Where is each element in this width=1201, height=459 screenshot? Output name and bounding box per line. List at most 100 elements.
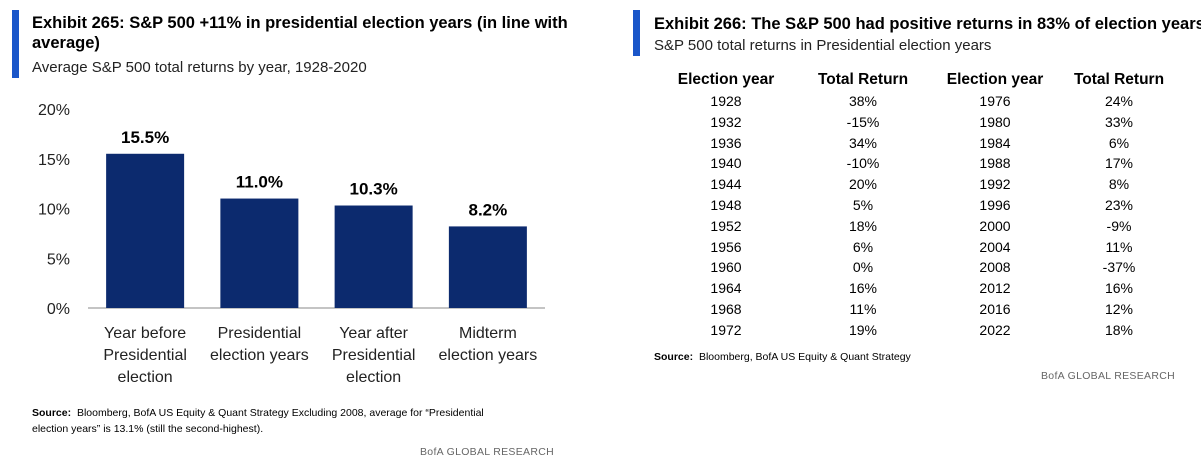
table-row: 1944 20% 1992 8%: [658, 174, 1180, 195]
x-category-label: election: [346, 369, 401, 386]
total-return-cell: 11%: [1105, 238, 1133, 255]
total-return-cell: 23%: [1104, 196, 1134, 213]
table-title: Exhibit 266: The S&P 500 had positive re…: [654, 15, 1201, 33]
total-return-cell: 18%: [1104, 321, 1134, 338]
y-tick-label: 15%: [38, 152, 70, 169]
header-total-return-2: Total Return: [1073, 71, 1165, 88]
y-tick-label: 10%: [38, 202, 70, 219]
header-total-return-1: Total Return: [817, 71, 909, 88]
election-year-cell: 1976: [979, 93, 1011, 109]
table-row: 1968 11% 2016 12%: [658, 299, 1180, 320]
total-return-cell: 33%: [1104, 113, 1134, 130]
election-year-cell: 1928: [710, 93, 742, 109]
election-year-cell: 1936: [710, 134, 742, 151]
table-row: 1972 19% 2022 18%: [658, 320, 1180, 341]
y-tick-label: 0%: [47, 301, 70, 318]
election-year-cell: 2012: [979, 280, 1011, 297]
brand-label: BofA GLOBAL RESEARCH: [420, 446, 554, 458]
table-row: 1928 38% 1976 24%: [658, 91, 1180, 112]
election-year-cell: 1988: [979, 155, 1011, 172]
election-year-cell: 1940: [710, 155, 742, 172]
election-year-cell: 1956: [710, 238, 742, 255]
table-header-row: Election year Total Return Election year…: [658, 71, 1180, 91]
total-return-cell: 20%: [848, 176, 878, 193]
source-text-line2: election years” is 13.1% (still the seco…: [32, 423, 264, 435]
total-return-cell: -10%: [846, 155, 880, 172]
election-year-cell: 2000: [979, 217, 1011, 234]
source-label: Source:: [32, 407, 72, 419]
total-return-cell: 16%: [1104, 280, 1134, 297]
table-row: 1948 5% 1996 23%: [658, 195, 1180, 216]
x-category-label: election years: [210, 347, 309, 364]
election-year-cell: 2004: [979, 238, 1011, 255]
total-return-cell: -37%: [1102, 259, 1136, 276]
election-year-cell: 1980: [979, 113, 1011, 130]
source-label: Source:: [654, 351, 694, 363]
election-year-cell: 1964: [710, 280, 742, 297]
table-row: 1940 -10% 1988 17%: [658, 153, 1180, 174]
election-year-cell: 2022: [979, 321, 1011, 338]
bar: [106, 153, 185, 308]
total-return-cell: 6%: [1108, 134, 1130, 151]
bar-value-label: 8.2%: [469, 200, 508, 219]
total-return-cell: -9%: [1106, 217, 1132, 234]
election-year-cell: 1968: [710, 300, 742, 317]
total-return-cell: 17%: [1104, 155, 1134, 172]
source-text: Bloomberg, BofA US Equity & Quant Strate…: [698, 351, 911, 363]
x-category-label: election years: [439, 347, 538, 364]
chart-subtitle: Average S&P 500 total returns by year, 1…: [32, 59, 367, 76]
election-year-cell: 1944: [710, 176, 742, 193]
total-return-cell: 24%: [1104, 93, 1134, 109]
total-return-cell: 8%: [1108, 176, 1130, 193]
table-row: 1952 18% 2000 -9%: [658, 216, 1180, 237]
bar: [448, 226, 527, 308]
total-return-cell: 16%: [848, 280, 878, 297]
total-return-cell: 34%: [848, 134, 878, 151]
election-year-cell: 1952: [710, 217, 742, 234]
total-return-cell: 6%: [852, 238, 874, 255]
x-category-label: Presidential: [332, 347, 416, 364]
table-source: Source: Bloomberg, BofA US Equity & Quan…: [654, 349, 911, 365]
bar-chart: 0% 5% 10% 15% 20% 15.5% Year before Presidentia…: [38, 102, 545, 386]
table-row: 1936 34% 1984 6%: [658, 133, 1180, 154]
x-category-label: Year before: [104, 325, 186, 342]
table-body: 1928 38% 1976 24% 1932 -15% 1980 33% 1936 34% 1984…: [658, 91, 1180, 341]
election-year-cell: 1992: [979, 176, 1011, 193]
source-text-line1: Bloomberg, BofA US Equity & Quant Strate…: [76, 407, 484, 419]
title-accent-bar: [12, 10, 19, 78]
header-election-year-2: Election year: [946, 71, 1044, 88]
bar: [220, 198, 299, 308]
total-return-cell: 5%: [852, 196, 874, 213]
total-return-cell: 12%: [1104, 300, 1134, 317]
election-year-cell: 1984: [979, 134, 1011, 151]
bar-value-label: 15.5%: [121, 128, 169, 147]
table-row: 1964 16% 2012 16%: [658, 278, 1180, 299]
table-subtitle: S&P 500 total returns in Presidential el…: [654, 37, 992, 54]
chart-source: Source: Bloomberg, BofA US Equity & Quan…: [32, 405, 484, 437]
x-category-label: Presidential: [103, 347, 187, 364]
title-accent-bar: [633, 10, 640, 56]
bar: [334, 205, 413, 308]
table-row: 1960 0% 2008 -37%: [658, 257, 1180, 278]
election-year-cell: 2016: [979, 300, 1011, 317]
bar-value-label: 10.3%: [350, 180, 398, 199]
total-return-cell: 19%: [848, 321, 878, 338]
chart-title-line2: average): [32, 34, 100, 52]
election-year-cell: 1948: [710, 196, 742, 213]
total-return-cell: 0%: [852, 259, 874, 276]
chart-title-line1: Exhibit 265: S&P 500 +11% in presidentia…: [32, 14, 568, 32]
exhibit-265-panel: Exhibit 265: S&P 500 +11% in presidentia…: [0, 0, 600, 459]
table-row: 1956 6% 2004 11%: [658, 237, 1180, 258]
x-category-label: Year after: [339, 325, 408, 342]
total-return-cell: 38%: [848, 93, 878, 109]
total-return-cell: 18%: [848, 217, 878, 234]
x-category-label: election: [118, 369, 173, 386]
election-year-cell: 1932: [710, 113, 742, 130]
table-row: 1932 -15% 1980 33%: [658, 112, 1180, 133]
y-tick-label: 20%: [38, 102, 70, 119]
brand-label: BofA GLOBAL RESEARCH: [1041, 370, 1175, 382]
header-election-year-1: Election year: [677, 71, 775, 88]
election-year-cell: 2008: [979, 259, 1011, 276]
election-year-cell: 1996: [979, 196, 1011, 213]
exhibit-266-panel: Exhibit 266: The S&P 500 had positive re…: [630, 0, 1201, 459]
